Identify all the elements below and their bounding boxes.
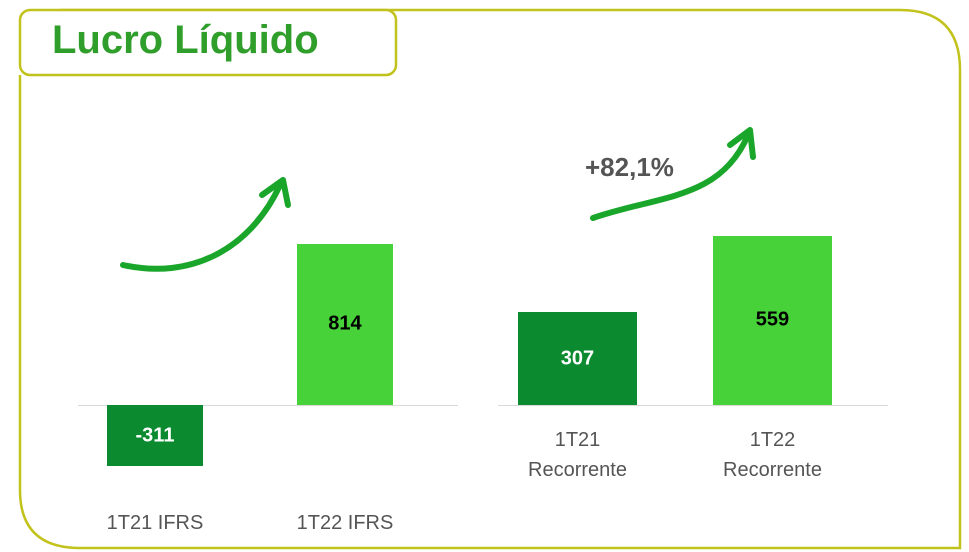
bar: 559 [713, 235, 832, 405]
bar: 307 [518, 312, 637, 405]
value-label: -311 [135, 424, 175, 447]
value-label: 814 [328, 312, 362, 335]
arrow [120, 182, 283, 272]
x-tick-label: 1T21 IFRS [106, 512, 204, 534]
baseline [78, 404, 458, 406]
annotation: +82,1% [585, 152, 674, 182]
value-label: 559 [755, 308, 790, 331]
x-tick-label: 1T22 Recorrente [723, 429, 822, 481]
title-box [18, 8, 398, 77]
arrow-head [259, 177, 291, 208]
arrow [590, 132, 751, 221]
x-tick-label: 1T22 IFRS [296, 512, 394, 534]
value-label: 307 [560, 347, 595, 370]
x-tick-label: 1T21 Recorrente [528, 429, 627, 481]
arrow-head [727, 127, 756, 160]
bar: 814 [296, 244, 394, 405]
frame [18, 8, 962, 550]
bar: -311 [106, 404, 204, 467]
title: Lucro Líquido [52, 18, 319, 62]
baseline [498, 405, 888, 406]
